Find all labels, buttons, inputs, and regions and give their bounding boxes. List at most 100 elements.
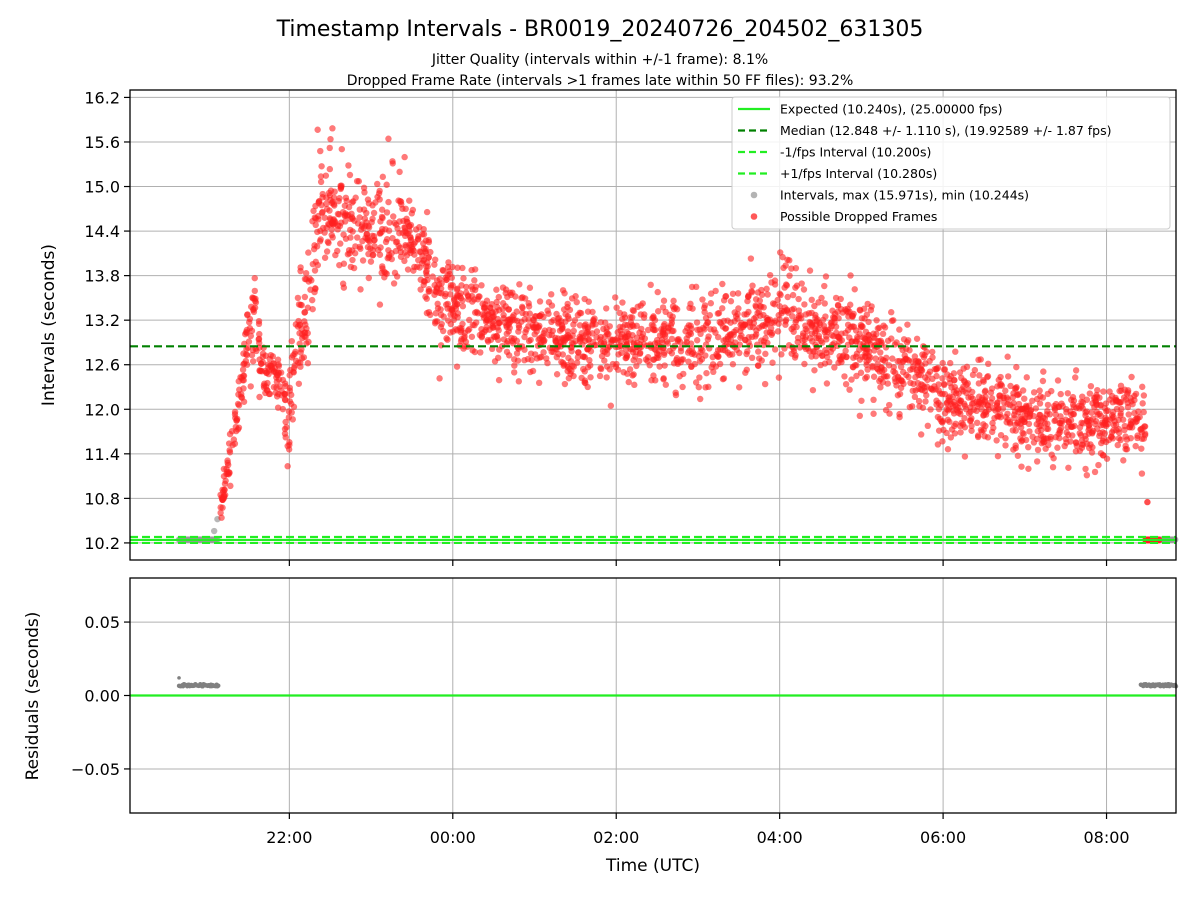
dropped-frame-point xyxy=(274,371,281,379)
dropped-frame-point xyxy=(587,374,594,381)
dropped-frame-point xyxy=(776,249,784,256)
dropped-frame-point xyxy=(1077,432,1085,439)
dropped-frame-point xyxy=(445,259,452,266)
dropped-frame-point xyxy=(393,238,401,245)
dropped-frame-point xyxy=(830,333,837,340)
dropped-frame-point xyxy=(224,459,231,467)
dropped-frame-point xyxy=(790,328,797,335)
dropped-frame-point xyxy=(589,338,597,346)
dropped-frame-point xyxy=(968,422,975,430)
dropped-frame-point xyxy=(1044,390,1052,398)
dropped-frame-point xyxy=(518,318,525,325)
dropped-frame-point xyxy=(553,310,560,318)
dropped-frame-point xyxy=(432,310,440,317)
dropped-frame-point xyxy=(583,330,590,337)
dropped-frame-point xyxy=(235,424,243,431)
dropped-frame-point xyxy=(425,285,433,293)
dropped-frame-point xyxy=(242,329,250,336)
dropped-frame-point xyxy=(791,354,799,361)
dropped-frame-point xyxy=(473,308,480,316)
dropped-frame-point xyxy=(808,309,815,317)
dropped-frame-point xyxy=(270,383,278,391)
dropped-frame-point xyxy=(875,337,882,345)
dropped-frame-point xyxy=(459,297,466,304)
dropped-frame-point xyxy=(523,326,530,333)
dropped-frame-point xyxy=(327,135,334,143)
intervals-y-tick-label: 11.4 xyxy=(84,445,120,464)
dropped-frame-point xyxy=(347,226,354,234)
dropped-frame-point xyxy=(915,397,923,405)
dropped-frame-point xyxy=(447,284,455,291)
dropped-frame-point xyxy=(328,231,335,239)
dropped-frame-point xyxy=(493,286,500,293)
dropped-frame-point xyxy=(408,210,416,217)
dropped-frame-point xyxy=(494,303,501,311)
dropped-frame-point xyxy=(548,302,556,309)
dropped-frame-point xyxy=(1050,402,1058,410)
dropped-frame-point xyxy=(597,319,605,326)
dropped-frame-point xyxy=(1122,445,1129,453)
dropped-frame-point xyxy=(1036,387,1043,394)
dropped-frame-point xyxy=(1064,423,1071,431)
dropped-frame-point xyxy=(921,384,928,391)
dropped-frame-point xyxy=(272,389,279,396)
dropped-frame-point xyxy=(933,366,940,373)
dropped-frame-point xyxy=(983,373,991,381)
dropped-frame-point xyxy=(803,327,811,335)
dropped-frame-point xyxy=(1010,446,1017,453)
chart-subtitle-jitter: Jitter Quality (intervals within +/-1 fr… xyxy=(431,52,768,68)
dropped-frame-point xyxy=(783,306,791,313)
dropped-frame-point xyxy=(301,333,308,340)
dropped-frame-point xyxy=(460,275,467,282)
dropped-frame-point xyxy=(289,416,296,423)
dropped-frame-point xyxy=(417,286,424,293)
dropped-frame-point xyxy=(1072,367,1080,374)
dropped-frame-point xyxy=(964,380,972,387)
dropped-frame-point xyxy=(354,234,361,241)
dropped-frame-point xyxy=(939,375,946,382)
dropped-frame-point xyxy=(653,336,661,344)
dropped-frame-point xyxy=(997,373,1004,381)
dropped-frame-point xyxy=(835,333,842,341)
dropped-frame-point xyxy=(1115,435,1123,442)
dropped-frame-point xyxy=(1139,383,1146,391)
dropped-frame-point xyxy=(758,337,765,344)
dropped-frame-point xyxy=(620,369,627,376)
dropped-frame-point xyxy=(527,336,534,344)
dropped-frame-point xyxy=(553,353,561,361)
dropped-frame-point xyxy=(1079,393,1086,400)
dropped-frame-point xyxy=(899,346,906,354)
dropped-frame-point xyxy=(550,316,557,324)
dropped-frame-point xyxy=(856,306,864,313)
dropped-frame-point xyxy=(383,181,390,188)
dropped-frame-point xyxy=(393,273,401,280)
dropped-frame-point xyxy=(525,300,532,307)
dropped-frame-point xyxy=(336,195,343,202)
dropped-frame-point xyxy=(940,366,948,373)
dropped-frame-point xyxy=(321,254,329,261)
dropped-frame-point xyxy=(323,248,331,255)
dropped-frame-point xyxy=(935,427,943,434)
x-tick-label: 00:00 xyxy=(430,828,476,847)
dropped-frame-point xyxy=(909,387,916,394)
dropped-frame-point xyxy=(775,320,782,327)
dropped-frame-point xyxy=(390,280,398,287)
dropped-frame-point xyxy=(850,310,857,318)
intervals-plot-frame xyxy=(129,89,1177,561)
dropped-frame-point xyxy=(696,395,704,403)
dropped-frame-point xyxy=(655,351,662,359)
dropped-frame-point xyxy=(822,346,829,354)
dropped-frame-point xyxy=(976,372,983,379)
dropped-frame-point xyxy=(697,330,704,338)
dropped-frame-point xyxy=(365,274,373,282)
dropped-frame-point xyxy=(463,283,470,291)
dropped-frame-point xyxy=(1124,389,1132,396)
dropped-frame-point xyxy=(908,403,916,410)
dropped-frame-point xyxy=(704,336,712,343)
dropped-frame-point xyxy=(505,316,513,323)
dropped-frame-point xyxy=(1020,430,1027,438)
dropped-frame-point xyxy=(347,263,355,271)
dropped-frame-point xyxy=(719,280,726,288)
dropped-frame-point xyxy=(922,360,929,367)
dropped-frame-point xyxy=(997,431,1005,439)
